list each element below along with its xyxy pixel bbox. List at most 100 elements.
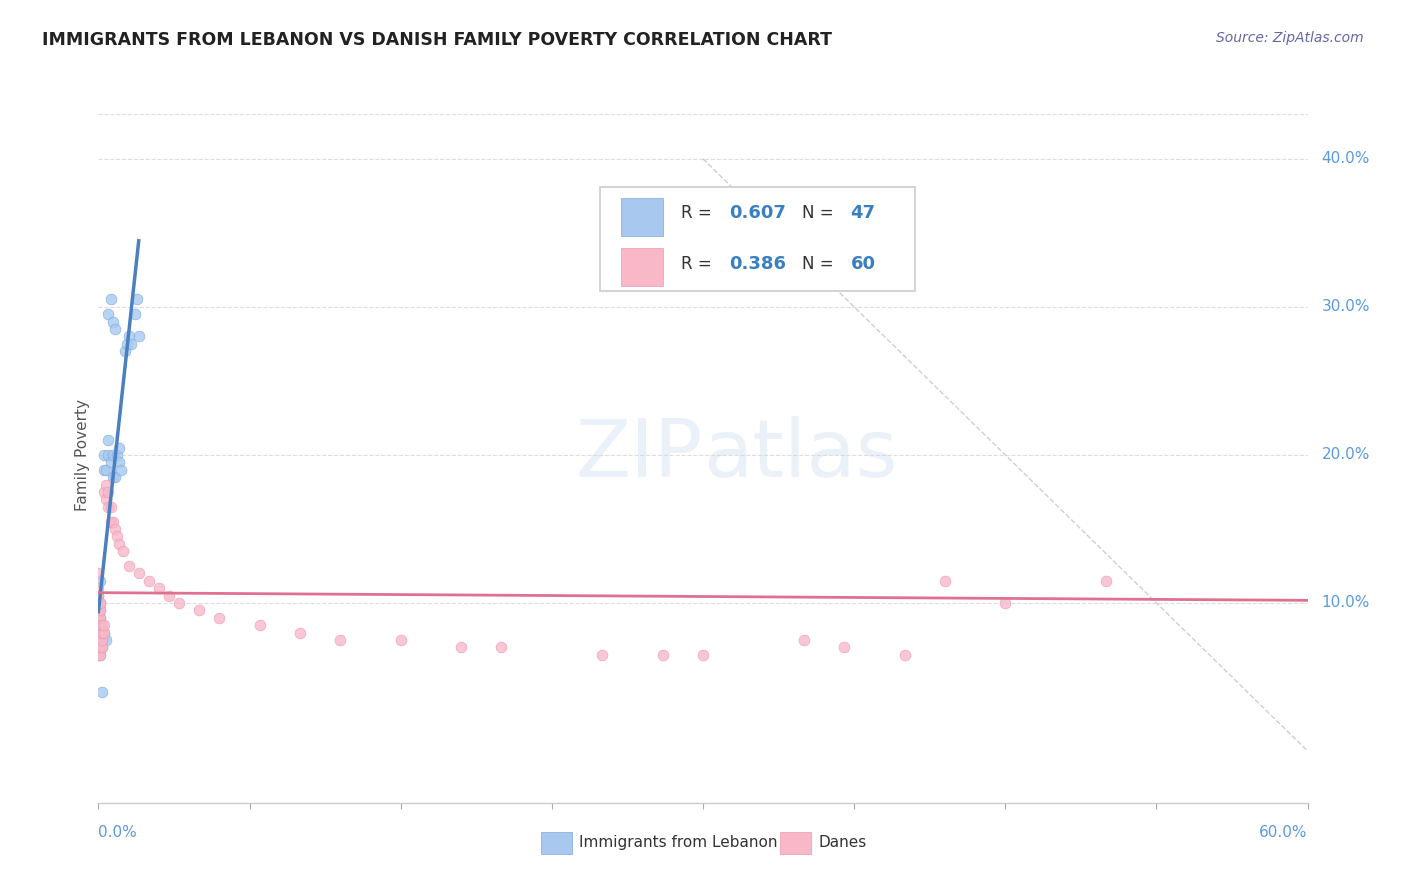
Text: R =: R = (682, 254, 717, 273)
Point (97, 500, 120, 514)
Text: 20.0%: 20.0% (1322, 448, 1369, 462)
Text: ZIP: ZIP (575, 416, 703, 494)
Point (87, 640, 110, 655)
Point (107, 455, 129, 469)
Point (87, 611, 110, 625)
Point (91, 640, 114, 655)
Text: 0.0%: 0.0% (98, 825, 138, 840)
Point (249, 618, 271, 632)
Point (138, 574, 160, 588)
Point (87, 611, 110, 625)
Point (100, 293, 122, 307)
Point (100, 500, 122, 514)
Point (114, 344, 136, 359)
Point (91, 640, 114, 655)
Point (87, 648, 110, 662)
Point (96, 632, 118, 647)
Point (97, 448, 120, 462)
Point (124, 307, 146, 321)
Point (96, 477, 118, 491)
Point (651, 648, 673, 662)
Point (89, 640, 111, 655)
Point (89, 648, 111, 662)
Point (101, 315, 124, 329)
Point (91, 625, 114, 640)
Point (89, 618, 111, 632)
Point (87, 589, 110, 603)
Point (115, 337, 138, 351)
Text: 47: 47 (851, 204, 876, 222)
Point (125, 293, 148, 307)
Point (994, 596, 1017, 610)
Point (89, 611, 111, 625)
Point (157, 589, 180, 603)
Point (87, 632, 110, 647)
Point (118, 329, 141, 343)
Text: IMMIGRANTS FROM LEBANON VS DANISH FAMILY POVERTY CORRELATION CHART: IMMIGRANTS FROM LEBANON VS DANISH FAMILY… (42, 31, 832, 49)
Point (89, 648, 111, 662)
FancyBboxPatch shape (621, 198, 664, 236)
Text: 60: 60 (851, 254, 876, 273)
Text: 30.0%: 30.0% (1322, 300, 1369, 314)
Text: N =: N = (803, 254, 839, 273)
Point (89, 625, 111, 640)
Text: 0.386: 0.386 (730, 254, 786, 273)
Point (91, 618, 114, 632)
Point (110, 463, 132, 477)
Point (101, 470, 124, 484)
Point (87, 581, 110, 595)
Point (89, 603, 111, 617)
Point (87, 596, 110, 610)
Point (128, 566, 150, 581)
Point (93, 484, 115, 499)
Text: N =: N = (803, 204, 839, 222)
Point (96, 492, 118, 507)
Point (89, 574, 111, 588)
Point (93, 625, 115, 640)
Point (101, 515, 124, 529)
Point (96, 463, 118, 477)
Point (389, 632, 412, 647)
Point (107, 537, 129, 551)
Text: 40.0%: 40.0% (1322, 152, 1369, 166)
Point (491, 640, 513, 655)
Text: Immigrants from Lebanon: Immigrants from Lebanon (579, 836, 778, 850)
FancyBboxPatch shape (621, 248, 664, 286)
FancyBboxPatch shape (600, 187, 915, 292)
Point (91, 632, 114, 647)
Point (128, 329, 150, 343)
Point (93, 618, 115, 632)
Point (793, 632, 815, 647)
Text: atlas: atlas (703, 416, 897, 494)
Point (100, 515, 122, 529)
Point (87, 632, 110, 647)
Point (97, 307, 120, 321)
Point (91, 685, 114, 699)
Point (91, 632, 114, 647)
Point (832, 640, 855, 655)
Point (87, 596, 110, 610)
Point (89, 603, 111, 617)
Point (91, 618, 114, 632)
Point (103, 322, 125, 336)
Point (120, 337, 142, 351)
Point (105, 448, 128, 462)
Point (87, 625, 110, 640)
Point (97, 484, 120, 499)
Point (87, 618, 110, 632)
Point (89, 640, 111, 655)
Point (89, 596, 111, 610)
Point (118, 558, 141, 573)
Point (107, 441, 129, 455)
Point (591, 648, 613, 662)
Point (188, 603, 211, 617)
Point (87, 589, 110, 603)
Point (208, 611, 231, 625)
Point (100, 455, 122, 469)
Y-axis label: Family Poverty: Family Poverty (75, 399, 90, 511)
Point (733, 196, 755, 211)
Text: 0.607: 0.607 (730, 204, 786, 222)
Point (103, 470, 125, 484)
Point (101, 448, 124, 462)
Point (89, 611, 111, 625)
